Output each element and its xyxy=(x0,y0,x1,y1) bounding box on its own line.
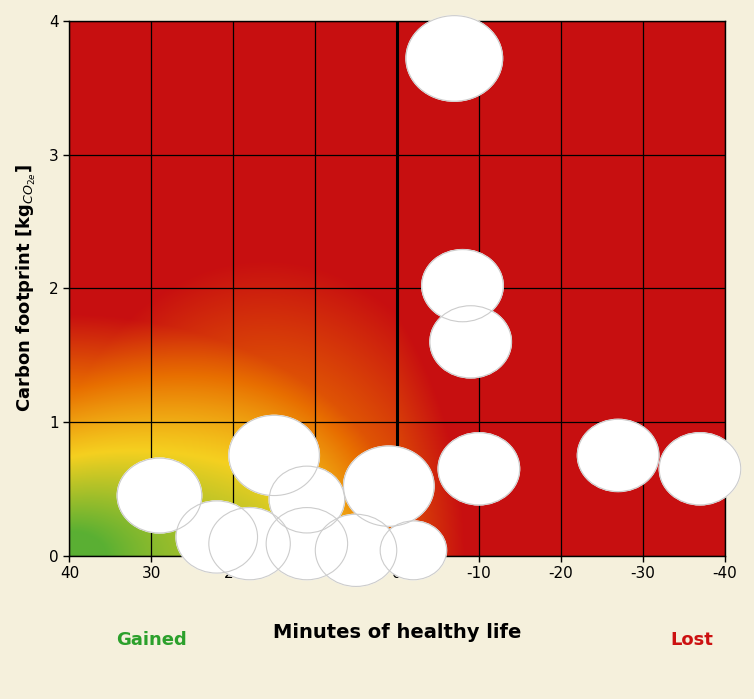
Ellipse shape xyxy=(229,415,320,496)
Y-axis label: Carbon footprint [kg$_{CO_{2e}}$]: Carbon footprint [kg$_{CO_{2e}}$] xyxy=(15,164,38,412)
Ellipse shape xyxy=(421,250,503,322)
Ellipse shape xyxy=(438,433,520,505)
Ellipse shape xyxy=(406,15,503,101)
Ellipse shape xyxy=(117,458,202,533)
Text: Gained: Gained xyxy=(116,630,187,649)
Ellipse shape xyxy=(269,466,345,533)
X-axis label: Minutes of healthy life: Minutes of healthy life xyxy=(273,623,521,642)
Ellipse shape xyxy=(380,521,446,579)
Ellipse shape xyxy=(176,501,258,573)
Ellipse shape xyxy=(659,433,740,505)
Ellipse shape xyxy=(315,514,397,586)
Text: Lost: Lost xyxy=(670,630,713,649)
Ellipse shape xyxy=(578,419,659,491)
Ellipse shape xyxy=(209,507,290,579)
Ellipse shape xyxy=(266,507,348,579)
Ellipse shape xyxy=(344,446,434,526)
Ellipse shape xyxy=(430,305,511,378)
